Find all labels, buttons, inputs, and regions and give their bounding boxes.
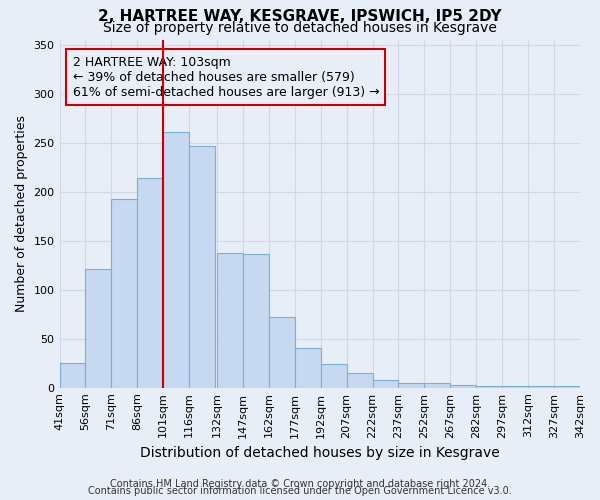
Bar xyxy=(528,386,554,388)
Bar xyxy=(269,317,295,388)
Bar xyxy=(295,348,320,388)
Bar xyxy=(320,364,347,388)
Bar xyxy=(502,386,528,388)
Bar xyxy=(112,198,137,388)
Text: Contains public sector information licensed under the Open Government Licence v3: Contains public sector information licen… xyxy=(88,486,512,496)
Text: 2, HARTREE WAY, KESGRAVE, IPSWICH, IP5 2DY: 2, HARTREE WAY, KESGRAVE, IPSWICH, IP5 2… xyxy=(98,9,502,24)
Bar xyxy=(398,383,424,388)
Bar xyxy=(347,373,373,388)
Text: Size of property relative to detached houses in Kesgrave: Size of property relative to detached ho… xyxy=(103,21,497,35)
Text: Contains HM Land Registry data © Crown copyright and database right 2024.: Contains HM Land Registry data © Crown c… xyxy=(110,479,490,489)
Y-axis label: Number of detached properties: Number of detached properties xyxy=(15,116,28,312)
Bar xyxy=(137,178,163,388)
X-axis label: Distribution of detached houses by size in Kesgrave: Distribution of detached houses by size … xyxy=(140,446,500,460)
Bar xyxy=(243,254,269,388)
Bar xyxy=(451,384,476,388)
Text: 2 HARTREE WAY: 103sqm
← 39% of detached houses are smaller (579)
61% of semi-det: 2 HARTREE WAY: 103sqm ← 39% of detached … xyxy=(73,56,379,98)
Bar xyxy=(189,146,215,388)
Bar xyxy=(424,383,451,388)
Bar xyxy=(476,386,502,388)
Bar xyxy=(163,132,189,388)
Bar xyxy=(554,386,580,388)
Bar xyxy=(373,380,398,388)
Bar xyxy=(59,363,85,388)
Bar xyxy=(217,252,243,388)
Bar xyxy=(85,269,112,388)
